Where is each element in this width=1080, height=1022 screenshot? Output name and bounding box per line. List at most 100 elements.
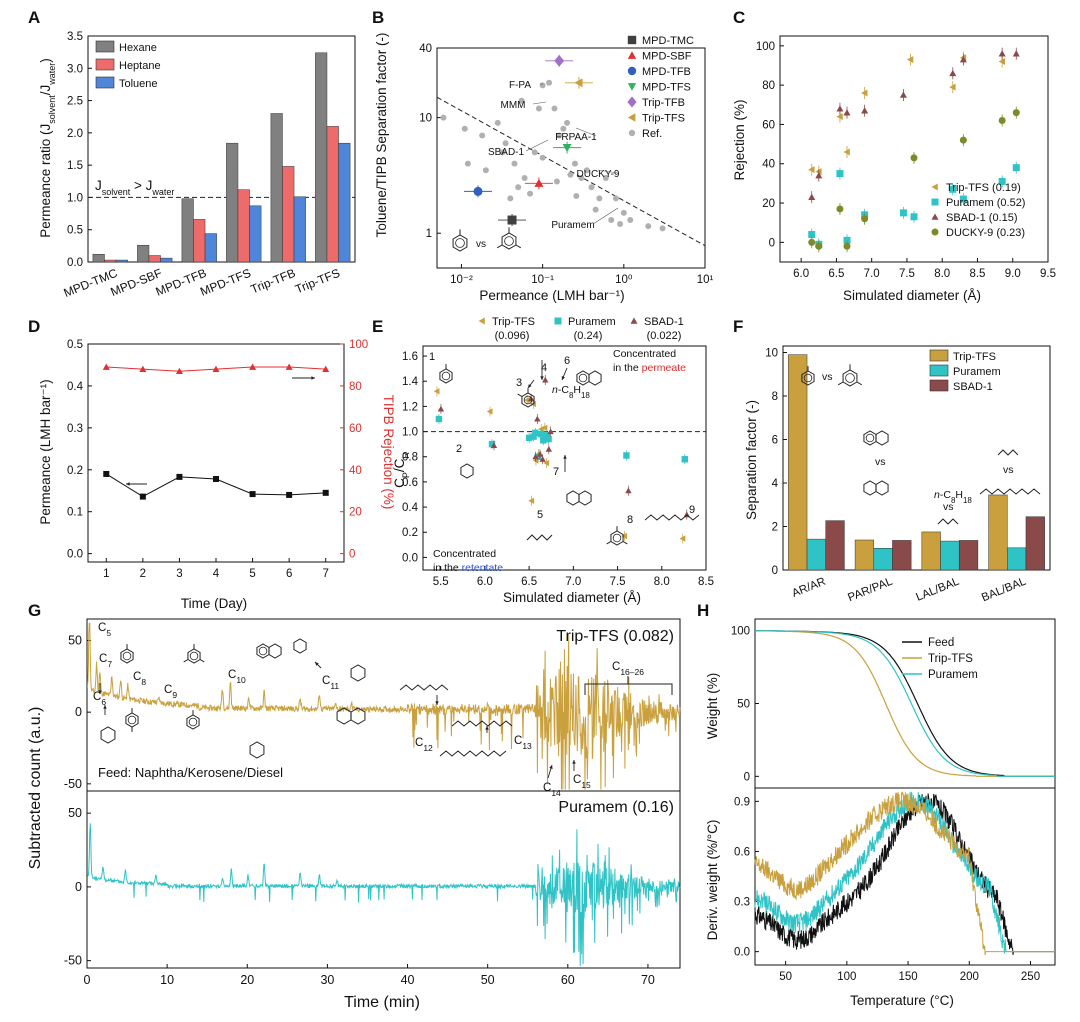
- decalin-icon-g2: [268, 643, 282, 659]
- panel-g-ytick-label-bottom: -50: [64, 954, 82, 968]
- panel-e-point: [543, 432, 551, 439]
- cyclohexane-icon-g: [100, 726, 116, 744]
- xylene-icon-g-ring: [189, 651, 199, 661]
- long-alkane-icon-f: [979, 488, 1041, 495]
- xylene-icon-g-sub-2: [183, 659, 189, 663]
- text-n-octane: n-C8H18: [552, 384, 590, 400]
- legend-label-ref.: Ref.: [642, 128, 662, 140]
- panel-h-weight-curve-trip-tfs: [755, 630, 1055, 777]
- panel-d-rejection-point: [285, 363, 293, 370]
- panel-c-point: [1012, 164, 1020, 172]
- panel-b-ref-point: [627, 217, 634, 224]
- panel-e-molecule-number: 3: [516, 377, 522, 389]
- panel-d-permeance-point: [103, 470, 110, 477]
- panel-d-ytick-label-right: 0: [349, 549, 355, 561]
- panel-a-ytick-label: 0.5: [67, 225, 83, 237]
- legend-label-mpd-tmc: MPD-TMC: [642, 35, 694, 47]
- tipb-icon-f-ring: [845, 373, 855, 383]
- panel-b-ref-point: [511, 160, 518, 167]
- bar-hexane-mpd-tmc: [92, 254, 105, 263]
- panel-c-point: [899, 209, 907, 217]
- panel-b-ref-label: DUCKY-9: [577, 169, 620, 180]
- panel-d-rejection-point: [249, 363, 257, 370]
- panel-g-ytick-label-bottom: 0: [75, 880, 82, 894]
- panel-h-plot: 50 100 150 200 250 0 50 100 0.0 0.3 0.6 0.9: [731, 618, 1056, 983]
- panel-e-point: [490, 442, 498, 448]
- panel-h-legend: Feed Trip-TFS Puramem: [902, 637, 978, 681]
- panel-g-carbon-label: C15: [573, 774, 591, 790]
- panel-e-ytick-label: 0.2: [402, 527, 418, 539]
- panel-a-frame: [87, 35, 356, 263]
- panel-b-ref-point: [527, 190, 534, 197]
- panel-b-ref-point: [546, 79, 553, 86]
- panel-c-point: [949, 69, 957, 77]
- panel-d-rejection-point: [322, 365, 330, 372]
- panel-c-point: [861, 89, 868, 97]
- bar-f-puramem: [1007, 547, 1027, 571]
- panel-b-xtick-label: 10⁻²: [450, 274, 473, 286]
- panel-c-point: [998, 117, 1006, 125]
- text-concentrated-permeate-1: Concentrated: [613, 348, 676, 360]
- panel-g-xtick-label: 10: [160, 973, 174, 987]
- panel-b-ref-point: [596, 195, 603, 202]
- panel-g-bracket: [584, 676, 673, 695]
- panel-h-xtick-label: 150: [898, 971, 917, 983]
- panel-b-ref-point: [518, 97, 525, 104]
- panel-a-ytick-label: 0.0: [67, 257, 83, 269]
- panel-d-xtick-label: 4: [213, 568, 220, 580]
- panel-e-point: [625, 487, 632, 494]
- panel-b: B 10⁻² 10⁻¹ 10⁰ 10¹ 1 10 40 F-PA MMM SBAD-1 FRPAA-…: [372, 8, 713, 303]
- panel-g-arrow-c7-head: [98, 690, 102, 694]
- text-concentrated-permeate-2: in the permeate: [613, 362, 686, 374]
- naphthalene-icon-a-ring: [578, 373, 588, 383]
- branched-alkane-icon-f2: [997, 449, 1019, 456]
- decalin-icon-f2: [875, 480, 889, 496]
- panel-c-xtick-label: 9.5: [1040, 268, 1056, 280]
- bar-f-puramem: [940, 540, 960, 571]
- panel-c-point: [808, 238, 816, 246]
- legend-label-f: Trip-TFS: [953, 351, 996, 363]
- panel-b-point-trip-tfb: [554, 54, 565, 67]
- panel-b-ref-point: [556, 132, 563, 139]
- toluene-icon-f: [801, 370, 815, 386]
- panel-b-ref-point: [499, 149, 506, 156]
- panel-c-point: [861, 107, 869, 114]
- panel-c-point: [949, 83, 956, 91]
- panel-c-ytick-label: 0: [769, 237, 775, 249]
- panel-b-ref-point: [440, 114, 447, 121]
- panel-e-point: [679, 535, 686, 542]
- panel-e-point: [540, 437, 547, 444]
- legend-marker-e: [630, 317, 638, 324]
- panel-e-point: [541, 424, 548, 431]
- panel-e-molecule-number: 2: [456, 443, 462, 455]
- panel-b-ref-point: [553, 178, 560, 185]
- ethylbenzene-icon-g: [186, 714, 200, 730]
- panel-b-ref-label: MMM: [501, 100, 526, 111]
- panel-d-ytick-label: 0.1: [67, 507, 83, 519]
- panel-c-point: [843, 148, 850, 156]
- panel-b-ref-point: [659, 225, 666, 232]
- panel-f-ytick-label: 4: [772, 478, 779, 490]
- panel-g-carbon-label: C6: [93, 691, 106, 707]
- tipb-icon-f-sub-1: [856, 381, 863, 386]
- panel-c-point: [815, 242, 823, 250]
- legend-label-trip-tfs: Trip-TFS: [642, 113, 685, 125]
- panel-g-xtick-label: 70: [641, 973, 655, 987]
- legend-label-f: Puramem: [953, 366, 1001, 378]
- panel-d-ytick-label-right: 100: [349, 339, 368, 351]
- panel-f-xtick-label: PAR/PAL: [846, 575, 895, 604]
- panel-b-ref-leader: [525, 139, 549, 152]
- panel-g-trip-label: Trip-TFS (0.082): [556, 628, 674, 645]
- panel-d-rejection-point: [139, 365, 147, 372]
- panel-f-ytick-label: 6: [772, 435, 778, 447]
- text-f-nc8: n-C8H18: [934, 489, 972, 505]
- panel-e-point: [537, 430, 544, 438]
- panel-g-frame-bottom: [86, 790, 681, 969]
- panel-a-xtick-label: Trip-TFB: [249, 266, 298, 297]
- panel-h-ylabel-bottom: Deriv. weight (%/°C): [705, 820, 720, 941]
- toluene-icon-g-ring: [122, 651, 132, 661]
- panel-g-arrow-c15-head: [572, 760, 576, 764]
- panel-c-point: [910, 154, 918, 162]
- toluene-icon: [452, 234, 468, 252]
- legend-marker-trip-tfs: [627, 113, 636, 122]
